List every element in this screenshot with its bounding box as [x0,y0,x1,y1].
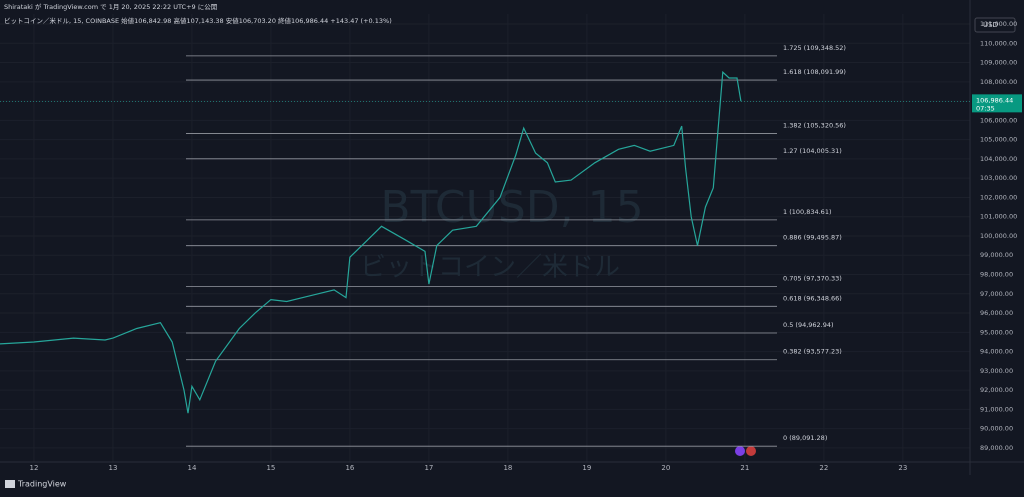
fib-label: 0.705 (97,370.33) [783,275,842,283]
x-tick-label: 18 [503,464,512,472]
fib-label: 0 (89,091.28) [783,434,827,442]
x-tick-label: 21 [740,464,749,472]
currency-box[interactable] [974,17,1016,33]
x-tick-label: 20 [661,464,670,472]
x-tick-label: 14 [187,464,196,472]
y-tick-label: 91,000.00 [980,405,1013,413]
y-tick-label: 90,000.00 [980,425,1013,433]
fib-label: 1 (100,834.61) [783,208,832,216]
fib-label: 1.27 (104,005.31) [783,147,842,155]
symbol-line: ビットコイン／米ドル, 15, COINBASE 始値106,842.98 高値… [4,16,392,25]
fib-label: 0.618 (96,348.66) [783,294,842,302]
y-tick-label: 101,000.00 [980,213,1017,221]
countdown: 07:35 [976,104,995,112]
y-tick-label: 98,000.00 [980,271,1013,279]
footer-logo[interactable] [5,480,15,488]
last-price-box [972,94,1022,113]
y-tick-label: 103,000.00 [980,174,1017,182]
last-price-label: 106,986.44 [976,96,1013,104]
fib-label: 1.618 (108,091.99) [783,68,846,76]
y-tick-label: 111,000.00 [980,20,1017,28]
y-tick-label: 97,000.00 [980,290,1013,298]
published-line: Shirataki が TradingView.com で 1月 20, 202… [4,2,217,11]
watermark-name: ビットコイン／米ドル [360,253,620,283]
x-tick-label: 22 [819,464,828,472]
y-tick-label: 110,000.00 [980,39,1017,47]
x-tick-label: 19 [582,464,591,472]
x-tick-label: 13 [108,464,117,472]
y-tick-label: 109,000.00 [980,59,1017,67]
x-tick-label: 12 [30,464,39,472]
x-tick-label: 23 [898,464,907,472]
y-tick-label: 95,000.00 [980,328,1013,336]
y-tick-label: 102,000.00 [980,193,1017,201]
y-tick-label: 108,000.00 [980,78,1017,86]
x-tick-label: 16 [345,464,354,472]
y-tick-label: 106,000.00 [980,116,1017,124]
y-tick-label: 100,000.00 [980,232,1017,240]
price-line [0,70,742,414]
event-icon[interactable] [735,446,745,456]
fib-label: 0.5 (94,962.94) [783,321,834,329]
y-tick-label: 99,000.00 [980,251,1013,259]
x-tick-label: 15 [266,464,275,472]
y-tick-label: 93,000.00 [980,367,1013,375]
watermark-ticker: BTCUSD, 15 [380,182,643,233]
fib-label: 0.382 (93,577.23) [783,348,842,356]
footer [0,475,1024,493]
x-tick-label: 17 [424,464,433,472]
y-tick-label: 96,000.00 [980,309,1013,317]
fib-label: 1.382 (105,320.56) [783,121,846,129]
fib-label: 1.725 (109,348.52) [783,44,846,52]
fib-label: 0.886 (99,495.87) [783,234,842,242]
y-tick-label: 89,000.00 [980,444,1013,452]
y-tick-label: 94,000.00 [980,348,1013,356]
event-icon[interactable] [746,446,756,456]
y-tick-label: 104,000.00 [980,155,1017,163]
y-tick-label: 92,000.00 [980,386,1013,394]
footer-brand[interactable]: TradingView [17,480,67,489]
grid [0,14,970,462]
currency[interactable]: USD [983,21,998,29]
y-tick-label: 105,000.00 [980,136,1017,144]
